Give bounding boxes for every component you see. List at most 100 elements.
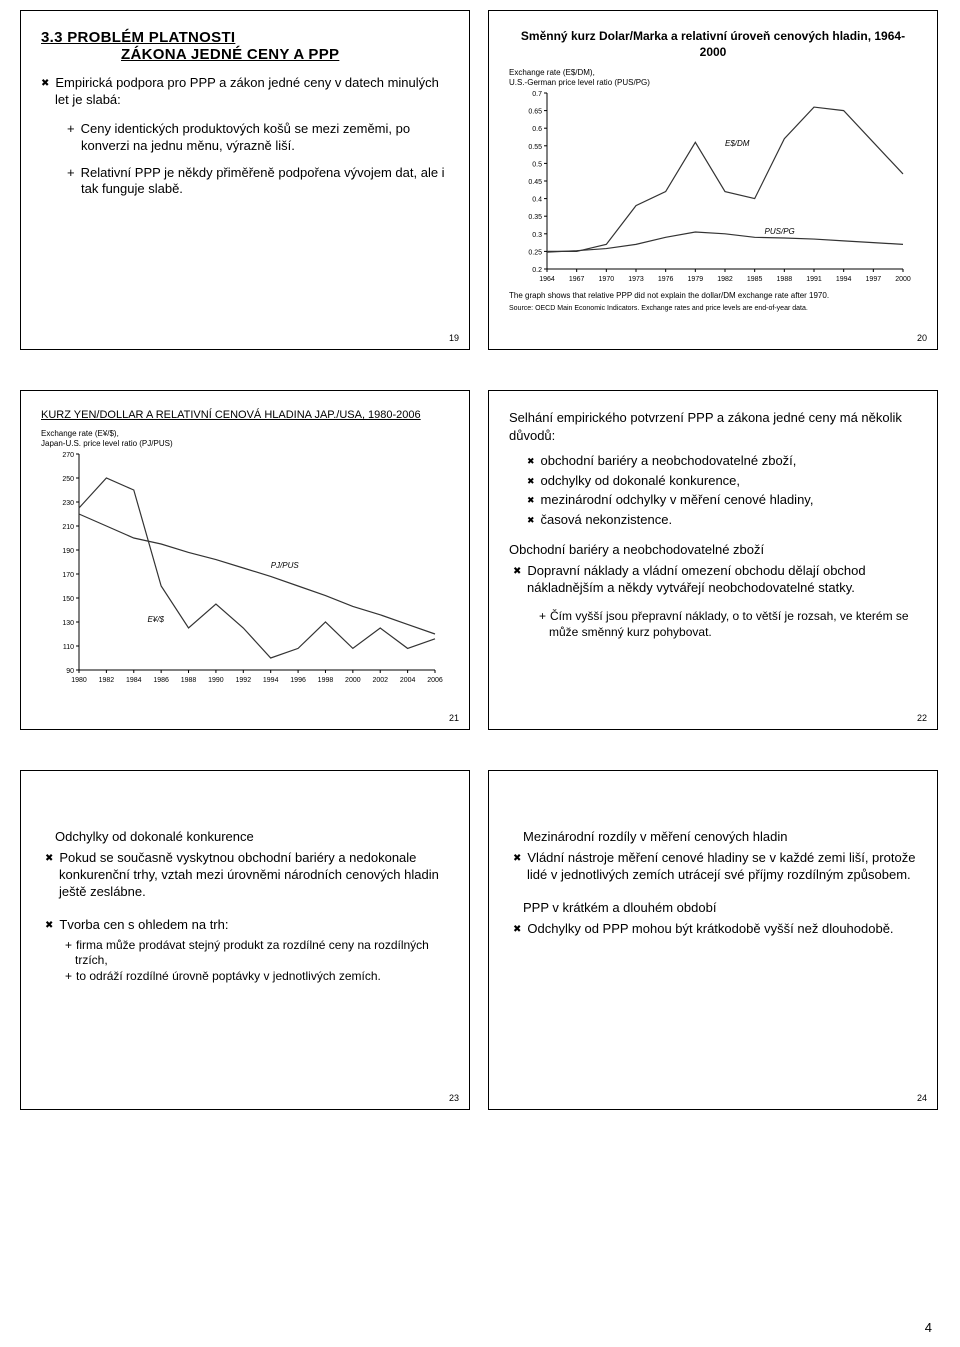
- svg-text:1991: 1991: [806, 276, 822, 283]
- head-2: Tvorba cen s ohledem na trh:: [59, 917, 449, 934]
- slide-number: 21: [449, 713, 459, 723]
- svg-text:270: 270: [62, 452, 74, 459]
- chart-note: The graph shows that relative PPP did no…: [509, 291, 917, 301]
- block-1: Odchylky od dokonalé konkurence Pokud se…: [41, 829, 449, 901]
- svg-text:1996: 1996: [290, 677, 306, 684]
- slide-row-3: Odchylky od dokonalé konkurence Pokud se…: [20, 770, 940, 1110]
- svg-text:1964: 1964: [539, 276, 555, 283]
- svg-text:1985: 1985: [747, 276, 763, 283]
- svg-text:150: 150: [62, 596, 74, 603]
- chart-sublabel-2: Japan-U.S. price level ratio (PJ/PUS): [41, 439, 449, 449]
- slide-number: 20: [917, 333, 927, 343]
- head-2: PPP v krátkém a dlouhém období: [523, 900, 917, 915]
- title-main: 3.3 PROBLÉM PLATNOSTI: [41, 29, 449, 46]
- svg-text:210: 210: [62, 524, 74, 531]
- lead-text: Empirická podpora pro PPP a zákon jedné …: [55, 75, 449, 109]
- svg-text:E$/DM: E$/DM: [725, 139, 750, 148]
- reason-3: mezinárodní odchylky v měření cenové hla…: [541, 491, 917, 509]
- slide-row-2: KURZ YEN/DOLLAR A RELATIVNÍ CENOVÁ HLADI…: [20, 390, 940, 730]
- body-2: Odchylky od PPP mohou být krátkodobě vyš…: [527, 921, 917, 938]
- svg-text:110: 110: [63, 644, 74, 651]
- svg-text:0.2: 0.2: [532, 267, 542, 274]
- slide-22: Selhání empirického potvrzení PPP a záko…: [488, 390, 938, 730]
- chart-sublabel-1: Exchange rate (E$/DM),: [509, 68, 917, 78]
- block-1: Mezinárodní rozdíly v měření cenových hl…: [509, 829, 917, 884]
- svg-text:170: 170: [62, 572, 74, 579]
- block-2: PPP v krátkém a dlouhém období Odchylky …: [509, 900, 917, 938]
- svg-text:1994: 1994: [836, 276, 852, 283]
- svg-text:1976: 1976: [658, 276, 674, 283]
- svg-text:0.4: 0.4: [532, 197, 542, 204]
- svg-text:130: 130: [62, 620, 74, 627]
- svg-text:0.25: 0.25: [528, 250, 542, 257]
- chart-sublabel-2: U.S.-German price level ratio (PUS/PG): [509, 78, 917, 88]
- slide-21: KURZ YEN/DOLLAR A RELATIVNÍ CENOVÁ HLADI…: [20, 390, 470, 730]
- svg-text:1973: 1973: [628, 276, 644, 283]
- svg-text:1967: 1967: [569, 276, 585, 283]
- svg-text:0.5: 0.5: [532, 162, 542, 169]
- svg-text:230: 230: [62, 500, 74, 507]
- svg-text:PUS/PG: PUS/PG: [765, 227, 795, 236]
- chart-title: KURZ YEN/DOLLAR A RELATIVNÍ CENOVÁ HLADI…: [41, 409, 449, 421]
- chart-title: Směnný kurz Dolar/Marka a relativní úrov…: [509, 29, 917, 60]
- sub-2: to odráží rozdílné úrovně poptávky v jed…: [75, 969, 449, 985]
- svg-text:2000: 2000: [345, 677, 361, 684]
- head-1: Mezinárodní rozdíly v měření cenových hl…: [523, 829, 917, 844]
- svg-text:1982: 1982: [99, 677, 115, 684]
- reason-4: časová nekonzistence.: [541, 511, 917, 529]
- page-container: 3.3 PROBLÉM PLATNOSTI ZÁKONA JEDNÉ CENY …: [0, 0, 960, 1160]
- svg-text:2000: 2000: [895, 276, 911, 283]
- chart-source: Source: OECD Main Economic Indicators. E…: [509, 305, 917, 313]
- slide-19: 3.3 PROBLÉM PLATNOSTI ZÁKONA JEDNÉ CENY …: [20, 10, 470, 350]
- reason-2: odchylky od dokonalé konkurence,: [541, 472, 917, 490]
- slide-23: Odchylky od dokonalé konkurence Pokud se…: [20, 770, 470, 1110]
- svg-text:1980: 1980: [71, 677, 87, 684]
- title-block: 3.3 PROBLÉM PLATNOSTI ZÁKONA JEDNÉ CENY …: [41, 29, 449, 63]
- svg-text:PJ/PUS: PJ/PUS: [271, 561, 300, 570]
- svg-text:0.35: 0.35: [528, 215, 542, 222]
- svg-text:1970: 1970: [599, 276, 615, 283]
- body-text: Dopravní náklady a vládní omezení obchod…: [527, 563, 917, 597]
- svg-text:0.7: 0.7: [532, 91, 542, 98]
- slide-row-1: 3.3 PROBLÉM PLATNOSTI ZÁKONA JEDNÉ CENY …: [20, 10, 940, 350]
- svg-text:1990: 1990: [208, 677, 224, 684]
- slide-number: 22: [917, 713, 927, 723]
- sub-list: Ceny identických produktových košů se me…: [67, 121, 449, 199]
- svg-text:0.45: 0.45: [528, 179, 542, 186]
- svg-text:1984: 1984: [126, 677, 142, 684]
- svg-text:1997: 1997: [866, 276, 882, 283]
- svg-text:1988: 1988: [181, 677, 197, 684]
- dollar-mark-chart: 0.2 0.25 0.3 0.35 0.4 0.45 0.5 0.55 0.6 0.65 0.7 19…: [513, 87, 913, 287]
- svg-text:90: 90: [66, 668, 74, 675]
- yen-dollar-chart: 9011013015017019021023025027019801982198…: [45, 448, 445, 688]
- svg-text:E¥/$: E¥/$: [147, 615, 164, 624]
- body-1: Vládní nástroje měření cenové hladiny se…: [527, 850, 917, 884]
- slide-24: Mezinárodní rozdíly v měření cenových hl…: [488, 770, 938, 1110]
- svg-text:1992: 1992: [236, 677, 252, 684]
- svg-text:1986: 1986: [153, 677, 169, 684]
- svg-text:1988: 1988: [777, 276, 793, 283]
- page-number: 4: [925, 1320, 932, 1335]
- svg-text:1998: 1998: [318, 677, 334, 684]
- sub-1: firma může prodávat stejný produkt za ro…: [75, 938, 449, 969]
- svg-text:250: 250: [62, 476, 74, 483]
- sub-item-2: Relativní PPP je někdy přiměřeně podpoře…: [81, 165, 449, 199]
- svg-text:2004: 2004: [400, 677, 416, 684]
- svg-text:2006: 2006: [427, 677, 443, 684]
- svg-text:0.3: 0.3: [532, 232, 542, 239]
- svg-text:0.55: 0.55: [528, 144, 542, 151]
- body-1: Pokud se současně vyskytnou obchodní bar…: [59, 850, 449, 901]
- slide-number: 24: [917, 1093, 927, 1103]
- section-head: Selhání empirického potvrzení PPP a záko…: [509, 409, 917, 444]
- title-sub: ZÁKONA JEDNÉ CENY A PPP: [121, 46, 449, 63]
- chart-sublabel-1: Exchange rate (E¥/$),: [41, 429, 449, 439]
- sub-sub-text: Čím vyšší jsou přepravní náklady, o to v…: [549, 609, 917, 640]
- slide-number: 19: [449, 333, 459, 343]
- svg-text:0.65: 0.65: [528, 109, 542, 116]
- svg-text:1979: 1979: [688, 276, 704, 283]
- svg-text:0.6: 0.6: [532, 127, 542, 134]
- reason-1: obchodní bariéry a neobchodovatelné zbož…: [541, 452, 917, 470]
- slide-20: Směnný kurz Dolar/Marka a relativní úrov…: [488, 10, 938, 350]
- slide-number: 23: [449, 1093, 459, 1103]
- subhead: Obchodní bariéry a neobchodovatelné zbož…: [509, 542, 917, 557]
